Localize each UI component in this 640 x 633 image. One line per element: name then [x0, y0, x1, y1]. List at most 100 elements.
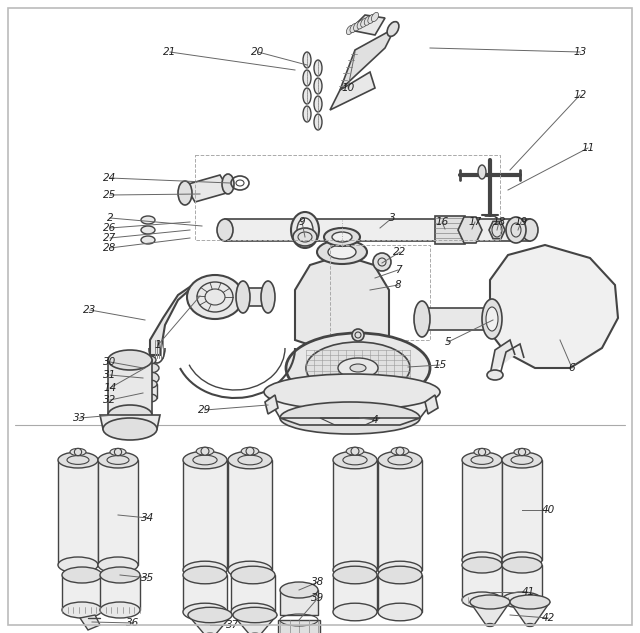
Polygon shape [80, 615, 100, 630]
Text: 32: 32 [104, 395, 116, 405]
Text: 30: 30 [104, 357, 116, 367]
Polygon shape [188, 615, 232, 633]
Ellipse shape [62, 602, 102, 618]
Polygon shape [183, 460, 227, 570]
Polygon shape [490, 245, 618, 368]
Ellipse shape [306, 342, 410, 394]
Polygon shape [333, 575, 377, 612]
Text: 19: 19 [515, 217, 527, 227]
Ellipse shape [58, 557, 98, 573]
Ellipse shape [324, 228, 360, 246]
Ellipse shape [350, 23, 357, 33]
Ellipse shape [486, 624, 494, 627]
Ellipse shape [368, 15, 375, 23]
Circle shape [201, 448, 209, 455]
Polygon shape [378, 460, 422, 570]
Text: 1: 1 [155, 340, 161, 350]
Polygon shape [340, 28, 395, 90]
Ellipse shape [241, 448, 259, 455]
Ellipse shape [264, 374, 440, 410]
Ellipse shape [378, 603, 422, 621]
Ellipse shape [228, 561, 272, 579]
Text: 17: 17 [468, 217, 482, 227]
Text: 9: 9 [299, 217, 305, 227]
Polygon shape [458, 217, 482, 243]
Text: 4: 4 [372, 415, 378, 425]
Ellipse shape [98, 452, 138, 468]
Polygon shape [278, 620, 320, 633]
Ellipse shape [70, 448, 86, 456]
Ellipse shape [470, 595, 510, 609]
Text: 2: 2 [107, 213, 113, 223]
Text: 37: 37 [227, 620, 239, 630]
Ellipse shape [373, 253, 391, 271]
Ellipse shape [391, 448, 409, 455]
Ellipse shape [141, 216, 155, 224]
Ellipse shape [462, 452, 502, 468]
Ellipse shape [350, 364, 366, 372]
Polygon shape [333, 460, 377, 570]
Polygon shape [510, 602, 550, 625]
Ellipse shape [514, 448, 530, 456]
Ellipse shape [187, 275, 243, 319]
Ellipse shape [222, 174, 234, 194]
Polygon shape [143, 384, 157, 398]
Ellipse shape [62, 567, 102, 583]
Ellipse shape [332, 232, 352, 242]
Ellipse shape [526, 624, 534, 627]
Ellipse shape [482, 299, 502, 339]
Text: 29: 29 [198, 405, 212, 415]
Ellipse shape [487, 370, 503, 380]
Ellipse shape [333, 566, 377, 584]
Polygon shape [422, 308, 492, 330]
Polygon shape [243, 288, 268, 306]
Text: 6: 6 [569, 363, 575, 373]
Circle shape [246, 448, 254, 455]
Ellipse shape [143, 394, 157, 402]
Ellipse shape [378, 451, 422, 469]
Ellipse shape [236, 281, 250, 313]
Ellipse shape [100, 567, 140, 583]
Ellipse shape [291, 212, 319, 248]
Polygon shape [98, 460, 138, 565]
Circle shape [115, 448, 122, 456]
Ellipse shape [183, 603, 227, 621]
Ellipse shape [293, 228, 317, 246]
Ellipse shape [346, 448, 364, 455]
Text: 7: 7 [395, 265, 401, 275]
Polygon shape [233, 615, 277, 633]
Polygon shape [265, 395, 278, 414]
Ellipse shape [333, 451, 377, 469]
Text: 15: 15 [433, 360, 447, 370]
Circle shape [74, 448, 82, 456]
Text: 8: 8 [395, 280, 401, 290]
Text: 23: 23 [83, 305, 97, 315]
Ellipse shape [303, 88, 311, 104]
Polygon shape [490, 340, 515, 375]
Text: 11: 11 [581, 143, 595, 153]
Ellipse shape [183, 561, 227, 579]
Ellipse shape [510, 595, 550, 609]
Text: 3: 3 [388, 213, 396, 223]
Ellipse shape [144, 356, 156, 364]
Ellipse shape [314, 96, 322, 112]
Text: 18: 18 [492, 217, 506, 227]
Ellipse shape [387, 22, 399, 36]
Ellipse shape [314, 60, 322, 76]
Ellipse shape [506, 217, 526, 243]
Ellipse shape [217, 219, 233, 241]
Ellipse shape [141, 363, 159, 373]
Circle shape [351, 448, 359, 455]
Polygon shape [280, 418, 420, 425]
Ellipse shape [357, 20, 364, 29]
Ellipse shape [478, 165, 486, 179]
Ellipse shape [141, 236, 155, 244]
Text: 26: 26 [104, 223, 116, 233]
Ellipse shape [474, 448, 490, 456]
Ellipse shape [233, 607, 277, 623]
Ellipse shape [361, 18, 368, 27]
Ellipse shape [110, 448, 126, 456]
Text: 20: 20 [252, 47, 264, 57]
Ellipse shape [183, 566, 227, 584]
Ellipse shape [143, 380, 157, 388]
